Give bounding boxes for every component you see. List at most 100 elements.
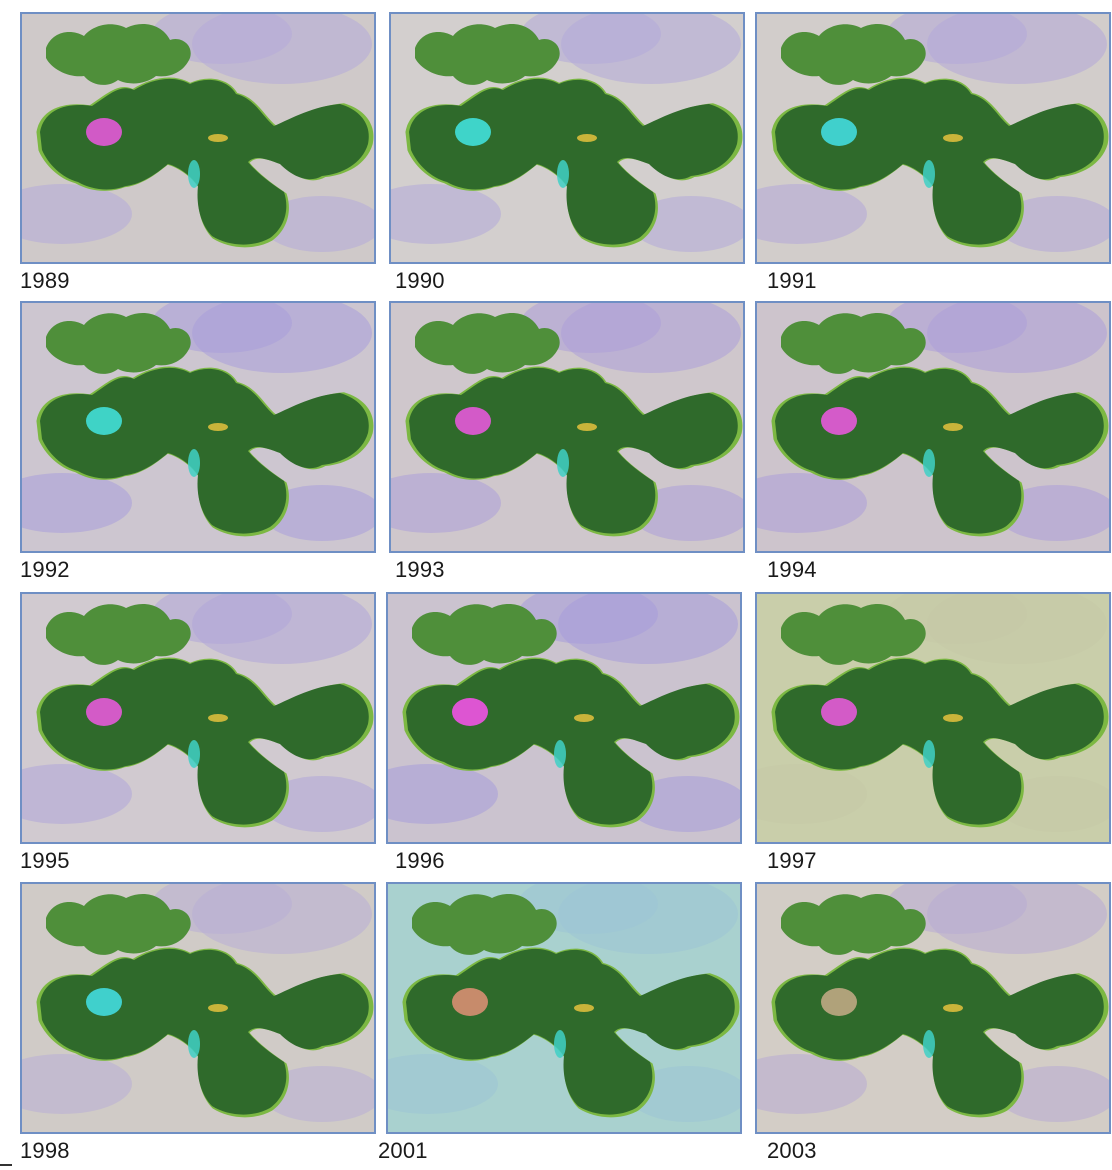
clearing-patch-small [188, 160, 200, 188]
yellow-patch [943, 714, 963, 722]
clearing-patch-small [923, 1030, 935, 1058]
forest-map [757, 303, 1109, 551]
clearing-patch [86, 698, 122, 726]
terrain-tint [757, 473, 867, 533]
year-label: 1992 [20, 557, 70, 582]
forest-core [775, 658, 1104, 825]
clearing-patch-small [557, 449, 569, 477]
forest-core [40, 658, 369, 825]
clearing-patch [86, 988, 122, 1016]
clearing-patch [86, 407, 122, 435]
forest-core [406, 948, 735, 1115]
terrain-tint [22, 473, 132, 533]
panel-1996: 1996 [386, 592, 742, 873]
clearing-patch [821, 698, 857, 726]
forest-core [409, 78, 738, 245]
clearing-patch [821, 407, 857, 435]
forest-map [757, 14, 1109, 262]
yellow-patch [577, 134, 597, 142]
terrain-tint [997, 1066, 1109, 1122]
clearing-patch-small [188, 449, 200, 477]
year-label: 1990 [395, 268, 445, 293]
clearing-patch [821, 988, 857, 1016]
clearing-patch-small [923, 740, 935, 768]
panel-1997: 1997 [755, 592, 1111, 873]
forest-map [388, 594, 740, 842]
panel-1990: 1990 [389, 12, 745, 293]
terrain-tint [22, 184, 132, 244]
year-label: 1989 [20, 268, 70, 293]
year-label: 1993 [395, 557, 445, 582]
clearing-patch [452, 988, 488, 1016]
satellite-image [389, 301, 745, 553]
year-label: 2003 [767, 1138, 817, 1163]
clearing-patch-small [557, 160, 569, 188]
year-label: 1991 [767, 268, 817, 293]
clearing-patch-small [188, 740, 200, 768]
forest-cluster [46, 604, 191, 665]
satellite-image [20, 12, 376, 264]
panel-2003: 2003 [755, 882, 1111, 1163]
panel-1993: 1993 [389, 301, 745, 582]
clearing-patch [455, 118, 491, 146]
forest-cluster [781, 313, 926, 374]
forest-map [391, 14, 743, 262]
forest-core [40, 367, 369, 534]
year-label: 1997 [767, 848, 817, 873]
yellow-patch [574, 714, 594, 722]
yellow-patch [943, 1004, 963, 1012]
clearing-patch-small [923, 160, 935, 188]
edge-mark [0, 1164, 12, 1166]
forest-map [757, 884, 1109, 1132]
terrain-tint [388, 764, 498, 824]
forest-core [40, 948, 369, 1115]
terrain-tint [391, 184, 501, 244]
terrain-tint [997, 196, 1109, 252]
yellow-patch [208, 134, 228, 142]
terrain-tint [628, 1066, 740, 1122]
satellite-image [20, 592, 376, 844]
forest-core [775, 948, 1104, 1115]
forest-cluster [781, 604, 926, 665]
terrain-tint [997, 776, 1109, 832]
forest-cluster [46, 894, 191, 955]
clearing-patch-small [923, 449, 935, 477]
forest-map [22, 884, 374, 1132]
forest-cluster [412, 894, 557, 955]
forest-map [22, 594, 374, 842]
yellow-patch [577, 423, 597, 431]
yellow-patch [943, 423, 963, 431]
clearing-patch-small [554, 740, 566, 768]
satellite-image [386, 882, 742, 1134]
terrain-tint [631, 485, 743, 541]
forest-cluster [415, 24, 560, 85]
year-label: 1995 [20, 848, 70, 873]
clearing-patch-small [554, 1030, 566, 1058]
terrain-tint [628, 776, 740, 832]
year-label: 2001 [378, 1138, 428, 1163]
panel-1998: 1998 [20, 882, 376, 1163]
terrain-tint [22, 764, 132, 824]
satellite-image [755, 301, 1111, 553]
satellite-image [20, 301, 376, 553]
panel-1989: 1989 [20, 12, 376, 293]
terrain-tint [262, 196, 374, 252]
satellite-image [386, 592, 742, 844]
terrain-tint [757, 1054, 867, 1114]
forest-core [40, 78, 369, 245]
forest-cluster [781, 894, 926, 955]
terrain-tint [391, 473, 501, 533]
terrain-tint [388, 1054, 498, 1114]
forest-core [409, 367, 738, 534]
forest-core [775, 78, 1104, 245]
forest-map [388, 884, 740, 1132]
yellow-patch [208, 714, 228, 722]
forest-cluster [46, 313, 191, 374]
panel-1991: 1991 [755, 12, 1111, 293]
satellite-image [20, 882, 376, 1134]
yellow-patch [208, 423, 228, 431]
clearing-patch [821, 118, 857, 146]
terrain-tint [757, 764, 867, 824]
year-label: 1998 [20, 1138, 70, 1163]
terrain-tint [22, 1054, 132, 1114]
